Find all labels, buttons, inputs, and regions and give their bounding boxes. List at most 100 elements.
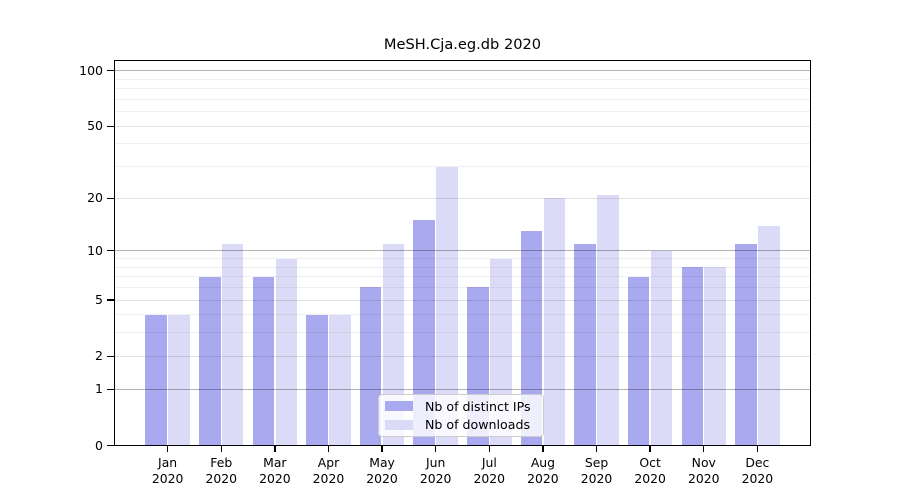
x-tick-nov bbox=[703, 445, 705, 452]
y-tick-label-0: 0 bbox=[95, 437, 103, 453]
x-label-year: 2020 bbox=[259, 471, 291, 486]
y-tick-label-2: 2 bbox=[95, 348, 103, 364]
gridline bbox=[114, 197, 811, 199]
gridline-minor bbox=[114, 276, 811, 278]
gridline-minor bbox=[114, 111, 811, 113]
x-tick-jun bbox=[434, 445, 437, 452]
x-label-month: Jul bbox=[481, 454, 497, 470]
y-tick-label-50: 50 bbox=[87, 118, 103, 134]
x-tick-label-mar: Mar 2020 bbox=[247, 455, 303, 488]
bar-downloads-oct bbox=[650, 250, 673, 446]
x-label-year: 2020 bbox=[205, 471, 237, 486]
x-label-year: 2020 bbox=[741, 471, 774, 486]
gridline-minor bbox=[114, 258, 811, 260]
chart-title: MeSH.Cja.eg.db 2020 bbox=[383, 36, 542, 53]
bar-distinct-ips-nov bbox=[681, 267, 704, 446]
y-tick-label-100: 100 bbox=[79, 62, 103, 78]
y-tick-label-20: 20 bbox=[87, 190, 103, 206]
x-label-month: Feb bbox=[210, 454, 233, 470]
bar-downloads-nov bbox=[704, 267, 726, 446]
x-label-year: 2020 bbox=[687, 471, 720, 486]
x-label-year: 2020 bbox=[634, 471, 666, 486]
x-tick-label-jun: Jun 2020 bbox=[408, 455, 464, 488]
x-label-year: 2020 bbox=[580, 471, 613, 486]
gridline-minor bbox=[114, 143, 811, 145]
x-tick-apr bbox=[327, 445, 330, 452]
legend-swatch-distinct-ips bbox=[385, 401, 413, 412]
gridline bbox=[114, 355, 811, 357]
y-tick-20 bbox=[107, 197, 114, 199]
x-label-month: Nov bbox=[691, 454, 716, 470]
x-label-year: 2020 bbox=[151, 471, 184, 486]
gridline-minor bbox=[114, 266, 811, 268]
gridline-major bbox=[114, 250, 811, 252]
y-tick-100 bbox=[107, 70, 114, 72]
legend-swatch-downloads bbox=[385, 419, 413, 430]
gridline-minor bbox=[114, 314, 811, 316]
x-label-month: Sep bbox=[584, 454, 609, 470]
gridline bbox=[114, 125, 811, 127]
x-tick-oct bbox=[649, 445, 651, 452]
x-label-month: Aug bbox=[530, 454, 556, 470]
x-tick-label-oct: Oct 2020 bbox=[622, 455, 678, 488]
legend-item-distinct-ips: Nb of distinct IPs bbox=[385, 397, 537, 416]
x-tick-label-dec: Dec 2020 bbox=[729, 455, 785, 488]
x-label-month: Jun bbox=[426, 454, 446, 470]
bar-downloads-aug bbox=[543, 198, 566, 446]
x-tick-label-apr: Apr 2020 bbox=[300, 455, 356, 488]
gridline-minor bbox=[114, 98, 811, 100]
gridline bbox=[114, 299, 811, 301]
gridline-major bbox=[114, 70, 811, 72]
x-tick-jan bbox=[166, 445, 169, 452]
x-tick-label-may: May 2020 bbox=[354, 455, 410, 488]
x-tick-label-feb: Feb 2020 bbox=[193, 455, 249, 488]
x-label-month: Apr bbox=[317, 454, 340, 470]
x-label-month: Dec bbox=[745, 454, 770, 470]
bar-downloads-jan bbox=[168, 314, 190, 446]
bar-distinct-ips-mar bbox=[252, 276, 275, 446]
x-tick-may bbox=[381, 445, 383, 452]
bar-downloads-feb bbox=[221, 243, 244, 446]
x-label-month: Jan bbox=[158, 454, 178, 470]
x-tick-aug bbox=[542, 445, 544, 452]
x-tick-label-sep: Sep 2020 bbox=[569, 455, 625, 488]
x-label-year: 2020 bbox=[473, 471, 506, 486]
bar-downloads-apr bbox=[329, 314, 351, 446]
bar-downloads-mar bbox=[275, 258, 298, 446]
y-tick-10 bbox=[107, 250, 114, 252]
legend-label-distinct-ips: Nb of distinct IPs bbox=[425, 398, 531, 414]
gridline-minor bbox=[114, 286, 811, 288]
x-label-month: Mar bbox=[263, 454, 287, 470]
bar-distinct-ips-feb bbox=[199, 276, 221, 446]
gridline-minor bbox=[114, 332, 811, 334]
bar-downloads-sep bbox=[597, 194, 619, 446]
x-tick-dec bbox=[756, 445, 759, 452]
y-tick-2 bbox=[107, 355, 114, 357]
bar-distinct-ips-may bbox=[359, 287, 382, 446]
x-label-year: 2020 bbox=[312, 471, 345, 486]
y-tick-5 bbox=[107, 299, 114, 301]
bar-downloads-jun bbox=[436, 166, 458, 446]
x-tick-jul bbox=[488, 445, 490, 452]
gridline-minor bbox=[114, 88, 811, 90]
x-tick-label-jul: Jul 2020 bbox=[461, 455, 517, 488]
y-tick-label-10: 10 bbox=[87, 242, 103, 258]
x-label-year: 2020 bbox=[419, 471, 452, 486]
legend-item-downloads: Nb of downloads bbox=[385, 416, 537, 435]
bar-downloads-dec bbox=[758, 225, 780, 446]
gridline-major bbox=[114, 388, 811, 390]
legend: Nb of distinct IPs Nb of downloads bbox=[378, 394, 544, 437]
legend-label-downloads: Nb of downloads bbox=[425, 417, 531, 433]
x-tick-feb bbox=[220, 445, 222, 452]
bar-distinct-ips-jan bbox=[145, 314, 167, 446]
bar-distinct-ips-apr bbox=[306, 314, 328, 446]
y-tick-label-1: 1 bbox=[95, 381, 103, 397]
x-label-month: Oct bbox=[639, 454, 661, 470]
x-label-year: 2020 bbox=[527, 471, 559, 486]
gridline-minor bbox=[114, 78, 811, 80]
gridline-minor bbox=[114, 166, 811, 168]
x-tick-mar bbox=[274, 445, 276, 452]
bar-distinct-ips-dec bbox=[735, 243, 757, 446]
bar-distinct-ips-aug bbox=[520, 231, 543, 446]
